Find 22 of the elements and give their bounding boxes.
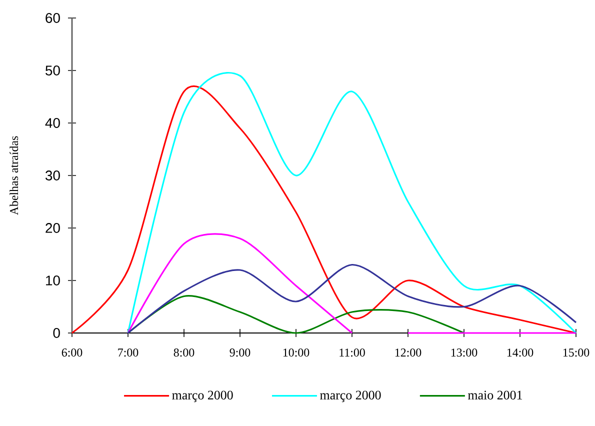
x-tick-label: 9:00 [230, 348, 250, 357]
y-tick-label: 40 [45, 118, 60, 128]
y-tick-label: 50 [46, 66, 60, 76]
legend-label: março 2000 [320, 390, 381, 402]
x-tick-label: 14:00 [507, 348, 534, 357]
y-tick-label: 60 [46, 13, 60, 23]
line-series [127, 264, 577, 334]
y-tick-label: 30 [45, 170, 60, 180]
y-tick-label: 20 [46, 223, 60, 233]
x-tick-label: 11:00 [340, 348, 365, 357]
legend-label: maio 2001 [468, 390, 522, 400]
y-axis-title: Abelhas atraídas [10, 136, 18, 216]
x-tick-label: 7:00 [118, 348, 138, 357]
y-tick-label: 0 [53, 328, 60, 338]
x-tick-label: 12:00 [395, 348, 422, 357]
x-tick-label: 6:00 [62, 348, 82, 357]
y-tick-label: 10 [46, 276, 60, 286]
x-tick-label: 15:00 [563, 348, 590, 357]
legend-label: março 2000 [172, 390, 233, 402]
x-tick-label: 10:00 [283, 348, 310, 357]
x-tick-label: 13:00 [451, 348, 478, 357]
x-tick-label: 8:00 [174, 348, 194, 357]
